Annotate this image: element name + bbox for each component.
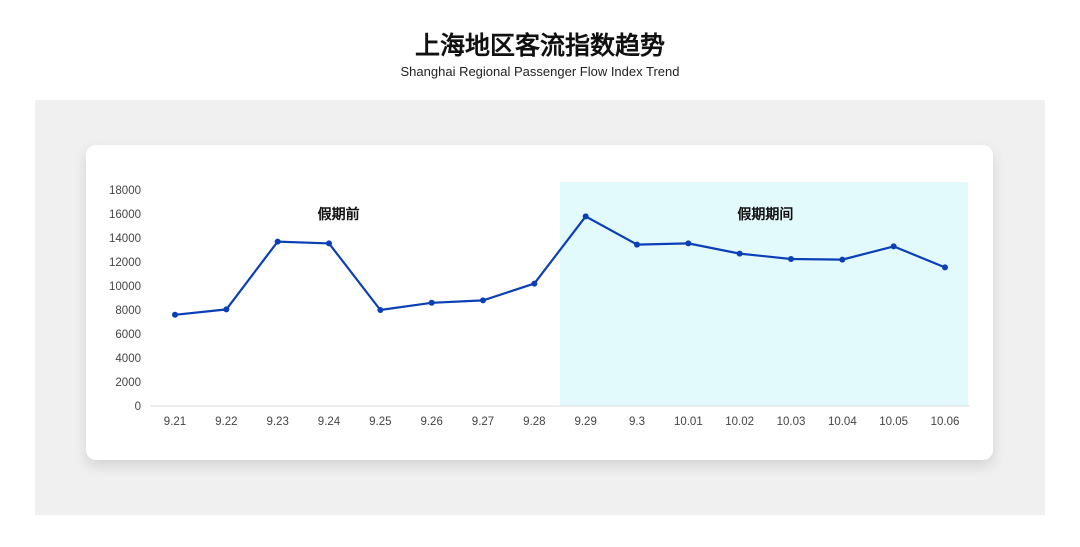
y-tick-label: 12000	[109, 257, 141, 269]
data-point	[172, 311, 178, 318]
holiday-shaded-region	[560, 182, 968, 406]
data-point	[942, 264, 948, 271]
data-point	[326, 240, 332, 247]
annotation-label: 假期期间	[737, 206, 793, 222]
x-tick-label: 9.29	[574, 416, 596, 428]
y-tick-label: 16000	[109, 209, 141, 221]
x-tick-label: 9.25	[369, 416, 391, 428]
x-tick-label: 9.28	[523, 416, 545, 428]
x-tick-label: 9.22	[215, 416, 237, 428]
data-point	[428, 299, 435, 306]
data-point	[736, 250, 743, 257]
chart-title: 上海地区客流指数趋势	[414, 31, 665, 60]
x-tick-label: 9.23	[266, 416, 288, 428]
y-tick-label: 10000	[109, 281, 141, 293]
x-tick-label: 9.27	[472, 416, 494, 428]
y-tick-label: 4000	[115, 353, 141, 365]
x-tick-label: 10.01	[674, 416, 703, 428]
y-tick-label: 8000	[115, 305, 141, 317]
data-point	[685, 240, 692, 247]
data-point	[582, 213, 589, 220]
data-point	[480, 297, 486, 304]
x-tick-label: 10.05	[879, 416, 908, 428]
x-tick-label: 10.03	[777, 416, 806, 428]
x-tick-label: 9.24	[318, 416, 341, 428]
chart-subtitle: Shanghai Regional Passenger Flow Index T…	[400, 64, 680, 79]
data-point	[531, 280, 538, 287]
data-point	[223, 306, 230, 313]
x-tick-label: 9.26	[420, 416, 442, 428]
y-tick-label: 0	[135, 401, 141, 413]
data-point	[839, 256, 846, 263]
y-tick-label: 18000	[109, 185, 141, 197]
data-point	[377, 307, 384, 313]
x-tick-label: 10.04	[828, 416, 857, 428]
data-point	[890, 243, 897, 250]
y-tick-label: 6000	[115, 329, 141, 341]
series-line	[174, 214, 946, 316]
data-point	[274, 238, 281, 245]
data-point	[634, 241, 640, 248]
x-tick-label: 9.21	[164, 416, 186, 428]
annotation-label: 假期前	[318, 206, 360, 222]
x-tick-label: 10.02	[725, 416, 754, 428]
data-point	[788, 256, 794, 262]
y-tick-label: 14000	[109, 233, 141, 245]
x-tick-label: 9.3	[629, 416, 645, 428]
y-tick-label: 2000	[115, 377, 141, 389]
x-tick-label: 10.06	[931, 416, 960, 428]
